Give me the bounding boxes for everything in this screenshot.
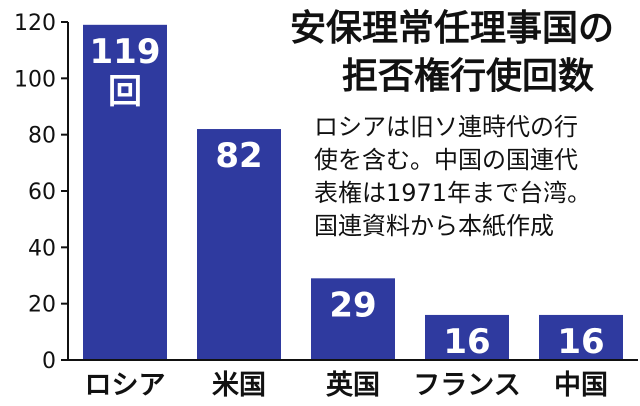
bar	[83, 24, 167, 361]
chart-note-line-2: 使を含む。中国の国連代	[314, 146, 578, 174]
x-category-label: ロシア	[85, 370, 166, 401]
y-tick-label: 40	[28, 236, 56, 261]
chart-title-line-1: 安保理常任理事国の	[290, 8, 614, 49]
bar	[539, 314, 623, 360]
chart-note-line-1: ロシアは旧ソ連時代の行	[314, 113, 578, 141]
x-axis: ロシア 米国 英国 フランス 中国	[68, 359, 638, 401]
y-tick-label: 120	[14, 11, 56, 36]
y-tick-label: 60	[28, 180, 56, 205]
x-category-label: 英国	[326, 370, 380, 401]
y-tick-label: 0	[42, 349, 56, 374]
chart-note: ロシアは旧ソ連時代の行 使を含む。中国の国連代 表権は1971年まで台湾。 国連…	[314, 113, 591, 240]
bar	[311, 278, 395, 360]
chart-title: 安保理常任理事国の 拒否権行使回数	[290, 8, 614, 97]
chart-note-line-3: 表権は1971年まで台湾。	[314, 179, 591, 207]
bar-value-label: 16	[443, 322, 490, 362]
bar	[197, 129, 281, 360]
y-tick-label: 80	[28, 124, 56, 149]
bar-value-label: 29	[329, 285, 376, 325]
bar-value-label: 119	[90, 32, 161, 72]
y-axis: 0 20 40 60 80 100 120	[14, 11, 69, 374]
y-tick-label: 100	[14, 67, 56, 92]
bar-unit-label: 回	[108, 72, 142, 112]
bar	[425, 314, 509, 360]
x-category-label: フランス	[413, 370, 520, 401]
x-category-label: 中国	[554, 370, 608, 401]
chart-note-line-4: 国連資料から本紙作成	[314, 212, 554, 240]
x-category-label: 米国	[212, 370, 266, 401]
chart-title-line-2: 拒否権行使回数	[342, 56, 594, 97]
y-tick-label: 20	[28, 293, 56, 318]
bar-value-label: 82	[215, 136, 262, 176]
bar-value-label: 16	[557, 322, 604, 362]
